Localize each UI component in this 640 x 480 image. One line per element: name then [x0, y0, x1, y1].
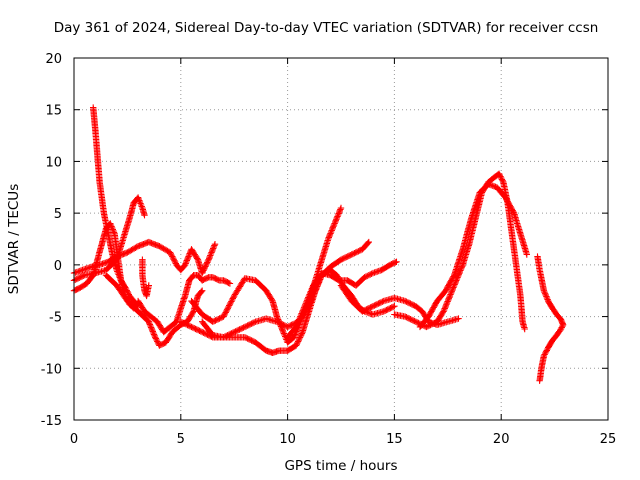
- chart-title: Day 361 of 2024, Sidereal Day-to-day VTE…: [54, 20, 599, 36]
- data-markers: [391, 171, 528, 333]
- data-points: [71, 104, 567, 384]
- y-axis-label: SDTVAR / TECUs: [6, 184, 22, 294]
- y-tick-label: 15: [45, 104, 62, 119]
- y-tick-label: 0: [54, 259, 62, 274]
- y-tick-label: -10: [41, 362, 62, 377]
- y-tick-label: 5: [54, 207, 62, 222]
- x-tick-label: 20: [493, 432, 510, 447]
- x-tick-label: 25: [600, 432, 617, 447]
- grid: [74, 58, 608, 420]
- x-tick-label: 5: [177, 432, 185, 447]
- x-axis-label: GPS time / hours: [284, 458, 397, 474]
- y-tick-label: 10: [45, 155, 62, 170]
- data-markers: [338, 282, 462, 328]
- x-tick-label: 15: [386, 432, 403, 447]
- y-tick-label: 20: [45, 52, 62, 67]
- x-tick-label: 10: [279, 432, 296, 447]
- data-markers: [534, 253, 566, 384]
- data-markers: [139, 257, 152, 300]
- series-track-11: [338, 282, 462, 328]
- plot-frame: [74, 58, 608, 420]
- series-track-12: [391, 171, 528, 333]
- sdtvar-chart: Day 361 of 2024, Sidereal Day-to-day VTE…: [0, 0, 640, 480]
- x-tick-label: 0: [70, 432, 78, 447]
- series-track-15: [139, 257, 152, 300]
- y-tick-label: -5: [49, 311, 62, 326]
- y-tick-label: -15: [41, 414, 62, 429]
- series-track-14: [534, 253, 566, 384]
